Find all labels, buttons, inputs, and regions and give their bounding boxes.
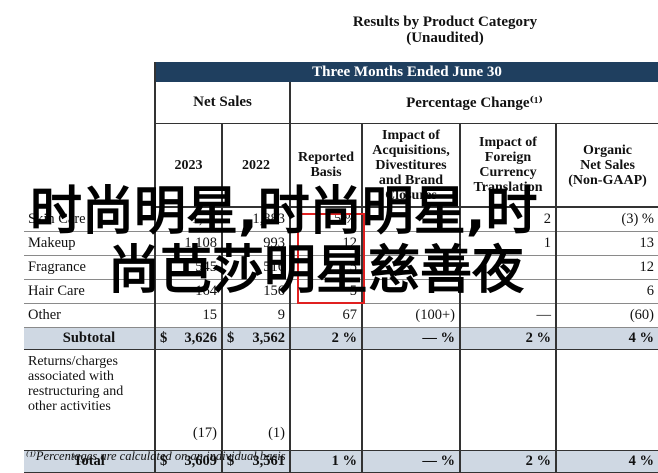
cell-fx: [459, 255, 556, 280]
total-label: Total: [24, 450, 155, 473]
returns-2022: (1): [221, 349, 290, 451]
cell-reported: 12: [289, 231, 362, 256]
percentage-change-header: Percentage Change⁽¹⁾: [288, 82, 658, 124]
cell-2022: 156: [221, 279, 290, 304]
fx-header: Impact of Foreign Currency Translation: [459, 123, 556, 208]
cell-2023: 1,108: [154, 231, 222, 256]
watermark-text-line-1: 时尚明星,时尚明星,时: [30, 182, 538, 242]
watermark-text-line-2: 尚芭莎明星慈善夜: [108, 241, 525, 301]
cell-fx: —: [459, 303, 556, 328]
currency-symbol: $: [160, 453, 168, 469]
cell-2023: 1,…: [154, 207, 222, 232]
year-2022-header: 2022: [221, 123, 290, 208]
row-label: Other: [24, 303, 155, 328]
currency-symbol: $: [227, 330, 235, 346]
total-acq: — %: [361, 450, 460, 473]
cell-2022: 516: [221, 255, 290, 280]
total-2022: 3,561: [252, 453, 285, 469]
net-sales-header: Net Sales: [154, 82, 290, 124]
cell-2022: 9: [221, 303, 290, 328]
cell-acq: [361, 207, 460, 232]
table-row: Fragrance 545 516 5 12: [24, 255, 658, 280]
acquisitions-header: Impact of Acquisitions, Divestitures and Br…: [361, 123, 460, 208]
total-organic: 4 %: [554, 450, 658, 473]
subtotal-fx: 2 %: [459, 327, 556, 350]
results-table: Three Months Ended June 30 Net Sales Per…: [24, 62, 658, 473]
subtotal-acq: — %: [361, 327, 460, 350]
cell-organic: 6: [554, 279, 658, 304]
cell-2023: 15: [154, 303, 222, 328]
table-row: Makeup 1,108 993 12 1 13: [24, 231, 658, 256]
total-2023: 3,609: [184, 453, 217, 469]
cell-2022: 993: [221, 231, 290, 256]
report-title: Results by Product Category: [352, 14, 538, 30]
cell-organic: (60): [554, 303, 658, 328]
subtotal-2022: 3,562: [252, 330, 285, 346]
cell-acq: [361, 279, 460, 304]
cell-acq: (100+): [361, 303, 460, 328]
report-subtitle: (Unaudited): [406, 30, 484, 46]
year-2023-header: 2023: [154, 123, 222, 208]
reported-basis-header: Reported Basis: [289, 123, 362, 208]
currency-symbol: $: [227, 453, 235, 469]
period-band: Three Months Ended June 30: [153, 62, 658, 82]
footnote: ⁽¹⁾Percentages are calculated on an indi…: [26, 449, 286, 463]
cell-fx: [459, 279, 556, 304]
row-label: Fragrance: [24, 255, 155, 280]
cell-reported: 67: [289, 303, 362, 328]
returns-2023: (17): [154, 349, 222, 451]
table-row: Skin Care 1,… 1,883 5 % 2 (3) %: [24, 207, 658, 232]
cell-organic: 13: [554, 231, 658, 256]
row-label: Skin Care: [24, 207, 155, 232]
currency-symbol: $: [160, 330, 168, 346]
cell-2023: 164: [154, 279, 222, 304]
returns-label: Returns/charges associated with restruct…: [28, 354, 124, 414]
subtotal-organic: 4 %: [554, 327, 658, 350]
row-label: Hair Care: [24, 279, 155, 304]
subtotal-label: Subtotal: [24, 327, 155, 350]
total-row: Total $3,609 $3,561 1 % — % 2 % 4 %: [24, 450, 658, 473]
cell-acq: [361, 231, 460, 256]
cell-reported: 5: [289, 255, 362, 280]
row-label: Makeup: [24, 231, 155, 256]
cell-organic: 12: [554, 255, 658, 280]
highlight-box: [297, 213, 365, 304]
cell-reported: 5: [289, 279, 362, 304]
table-row: Hair Care 164 156 5 6: [24, 279, 658, 304]
cell-reported: 5 %: [289, 207, 362, 232]
table-row: Other 15 9 67 (100+) — (60): [24, 303, 658, 328]
subtotal-2023: 3,626: [184, 330, 217, 346]
cell-organic: (3) %: [554, 207, 658, 232]
total-reported: 1 %: [289, 450, 362, 473]
cell-fx: 2: [459, 207, 556, 232]
cell-2022: 1,883: [221, 207, 290, 232]
cell-2023: 545: [154, 255, 222, 280]
subtotal-row: Subtotal $3,626 $3,562 2 % — % 2 % 4 %: [24, 327, 658, 350]
returns-row: Returns/charges associated with restruct…: [24, 349, 658, 451]
organic-header: Organic Net Sales (Non-GAAP): [554, 123, 658, 208]
total-fx: 2 %: [459, 450, 556, 473]
subtotal-reported: 2 %: [289, 327, 362, 350]
cell-fx: 1: [459, 231, 556, 256]
